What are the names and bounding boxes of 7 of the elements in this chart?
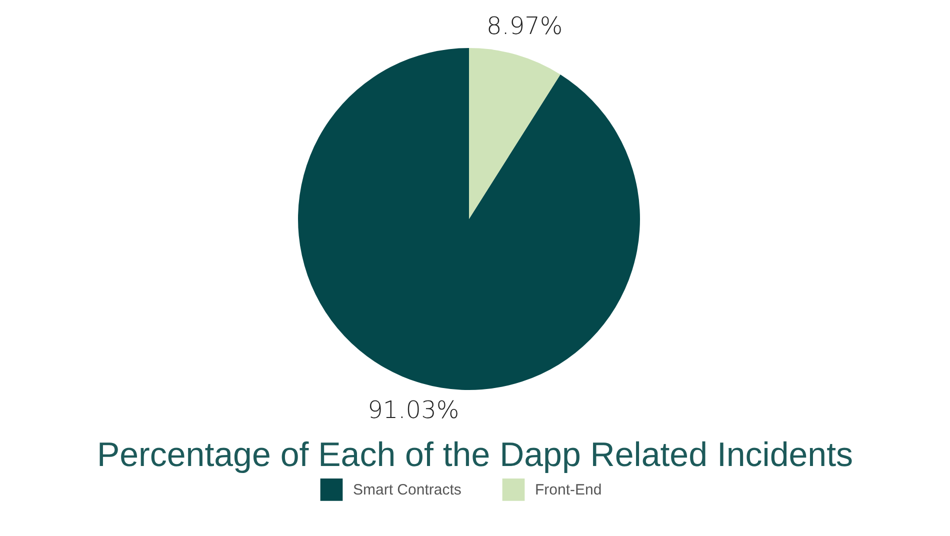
legend-label: Front-End [535, 482, 602, 499]
data-label: 8.97% [486, 12, 563, 40]
data-label: 91.03% [368, 396, 460, 424]
pie-slice [469, 48, 560, 219]
pie-slice [298, 48, 640, 390]
text: Percentage of Each of the Dapp Related Incidents [96, 436, 854, 474]
legend-label: Smart Contracts [353, 482, 462, 499]
